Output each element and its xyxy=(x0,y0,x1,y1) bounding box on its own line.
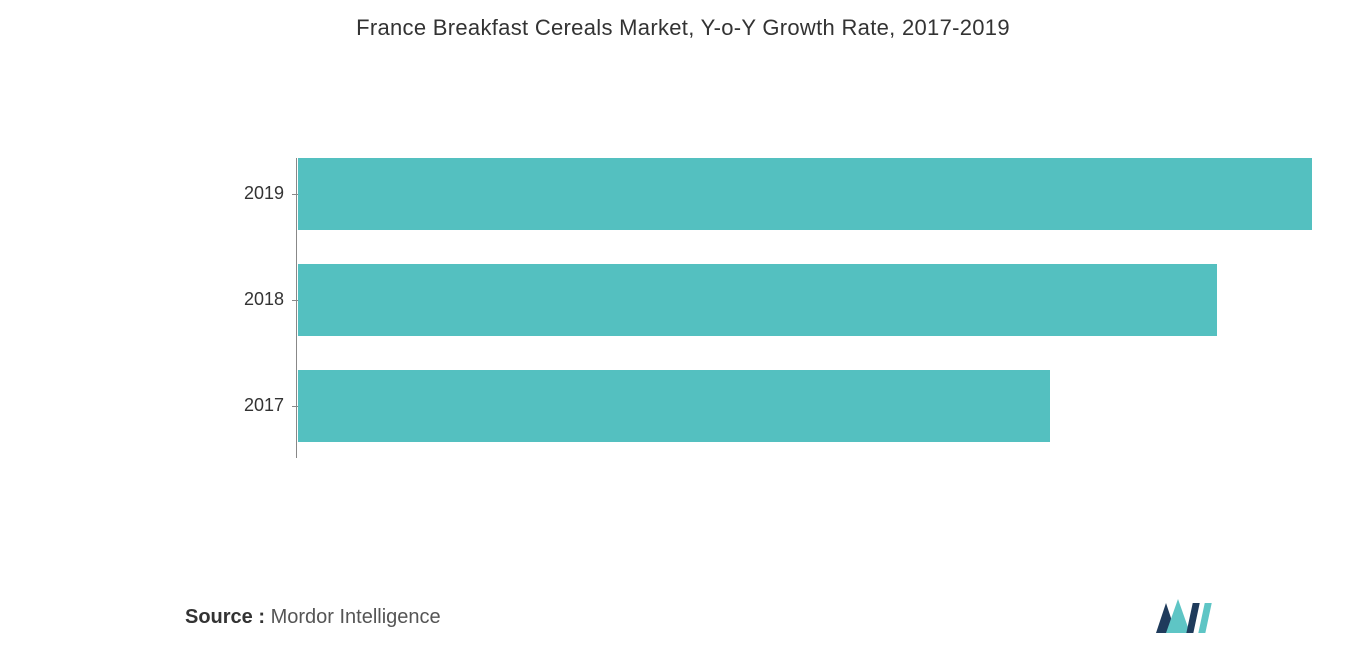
source-text: Mordor Intelligence xyxy=(265,606,441,628)
bar xyxy=(298,370,1050,442)
y-tick-label: 2018 xyxy=(228,289,284,310)
y-tick-label: 2019 xyxy=(228,183,284,204)
chart-title: France Breakfast Cereals Market, Y-o-Y G… xyxy=(0,15,1366,41)
bar xyxy=(298,264,1217,336)
mordor-logo-icon xyxy=(1152,597,1216,637)
bar xyxy=(298,158,1312,230)
chart-container: France Breakfast Cereals Market, Y-o-Y G… xyxy=(0,0,1366,655)
bar-row xyxy=(298,158,1312,230)
plot-area xyxy=(298,158,1312,448)
bar-row xyxy=(298,370,1312,442)
source-label: Source : xyxy=(185,606,265,628)
source-line: Source : Mordor Intelligence xyxy=(185,606,441,629)
bar-row xyxy=(298,264,1312,336)
y-tick-label: 2017 xyxy=(228,395,284,416)
